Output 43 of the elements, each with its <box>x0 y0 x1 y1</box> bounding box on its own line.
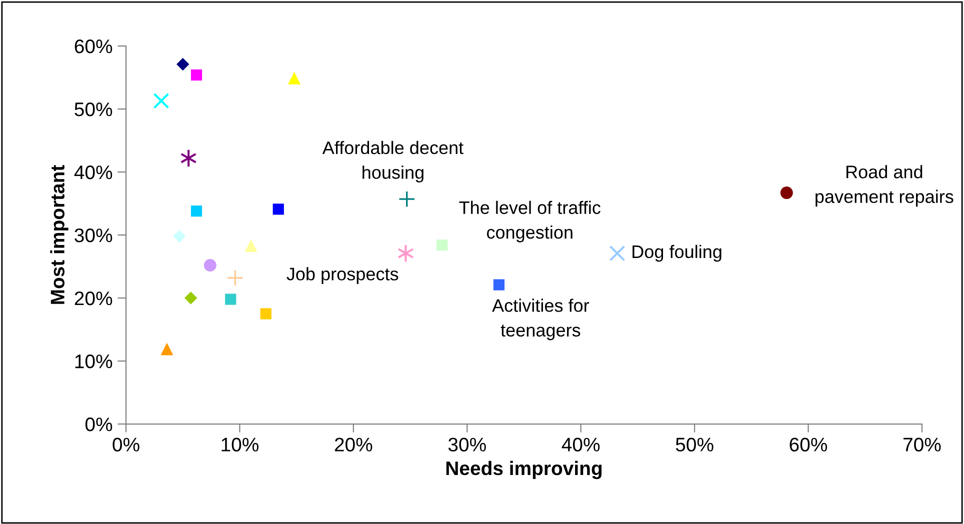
point <box>609 245 626 262</box>
y-tick-label: 30% <box>74 228 112 242</box>
point <box>493 279 505 290</box>
series-label: Activities for teenagers <box>492 298 590 340</box>
series-label: Road and pavement repairs <box>816 165 954 207</box>
point <box>204 259 216 272</box>
point <box>184 292 198 304</box>
point <box>260 308 272 320</box>
y-axis-title: Most important <box>50 165 68 304</box>
y-tick-label: 40% <box>74 165 112 180</box>
x-axis-title: Needs improving <box>446 460 602 480</box>
point <box>272 204 284 215</box>
y-tick-label: 0% <box>85 417 112 432</box>
x-tick-label: 10% <box>222 438 258 452</box>
point <box>226 269 244 286</box>
x-tick-label: 50% <box>676 438 714 452</box>
point <box>190 69 202 81</box>
point <box>436 240 448 251</box>
x-tick-label: 0% <box>112 438 140 452</box>
point <box>173 230 186 243</box>
point <box>244 239 258 252</box>
x-tick-label: 30% <box>448 438 486 452</box>
x-tick-label: 40% <box>562 438 600 452</box>
x-tick-label: 60% <box>790 438 828 452</box>
point <box>225 294 236 305</box>
point <box>190 206 202 217</box>
series-label: Dog fouling <box>632 244 722 262</box>
y-tick-label: 50% <box>74 102 112 116</box>
point <box>176 58 190 71</box>
point <box>288 72 301 84</box>
series-label: Job prospects <box>286 267 398 284</box>
point <box>397 244 414 263</box>
point <box>398 190 416 208</box>
point <box>153 92 170 109</box>
y-tick-label: 10% <box>75 354 112 368</box>
series-label: The level of traffic congestion <box>459 200 600 242</box>
y-tick-label: 20% <box>74 291 112 306</box>
x-tick-label: 20% <box>334 438 372 452</box>
series-label: Affordable decent housing <box>322 140 464 182</box>
x-tick-label: 70% <box>904 438 941 452</box>
y-tick-label: 60% <box>74 39 112 54</box>
point <box>160 342 174 356</box>
point <box>780 186 793 200</box>
